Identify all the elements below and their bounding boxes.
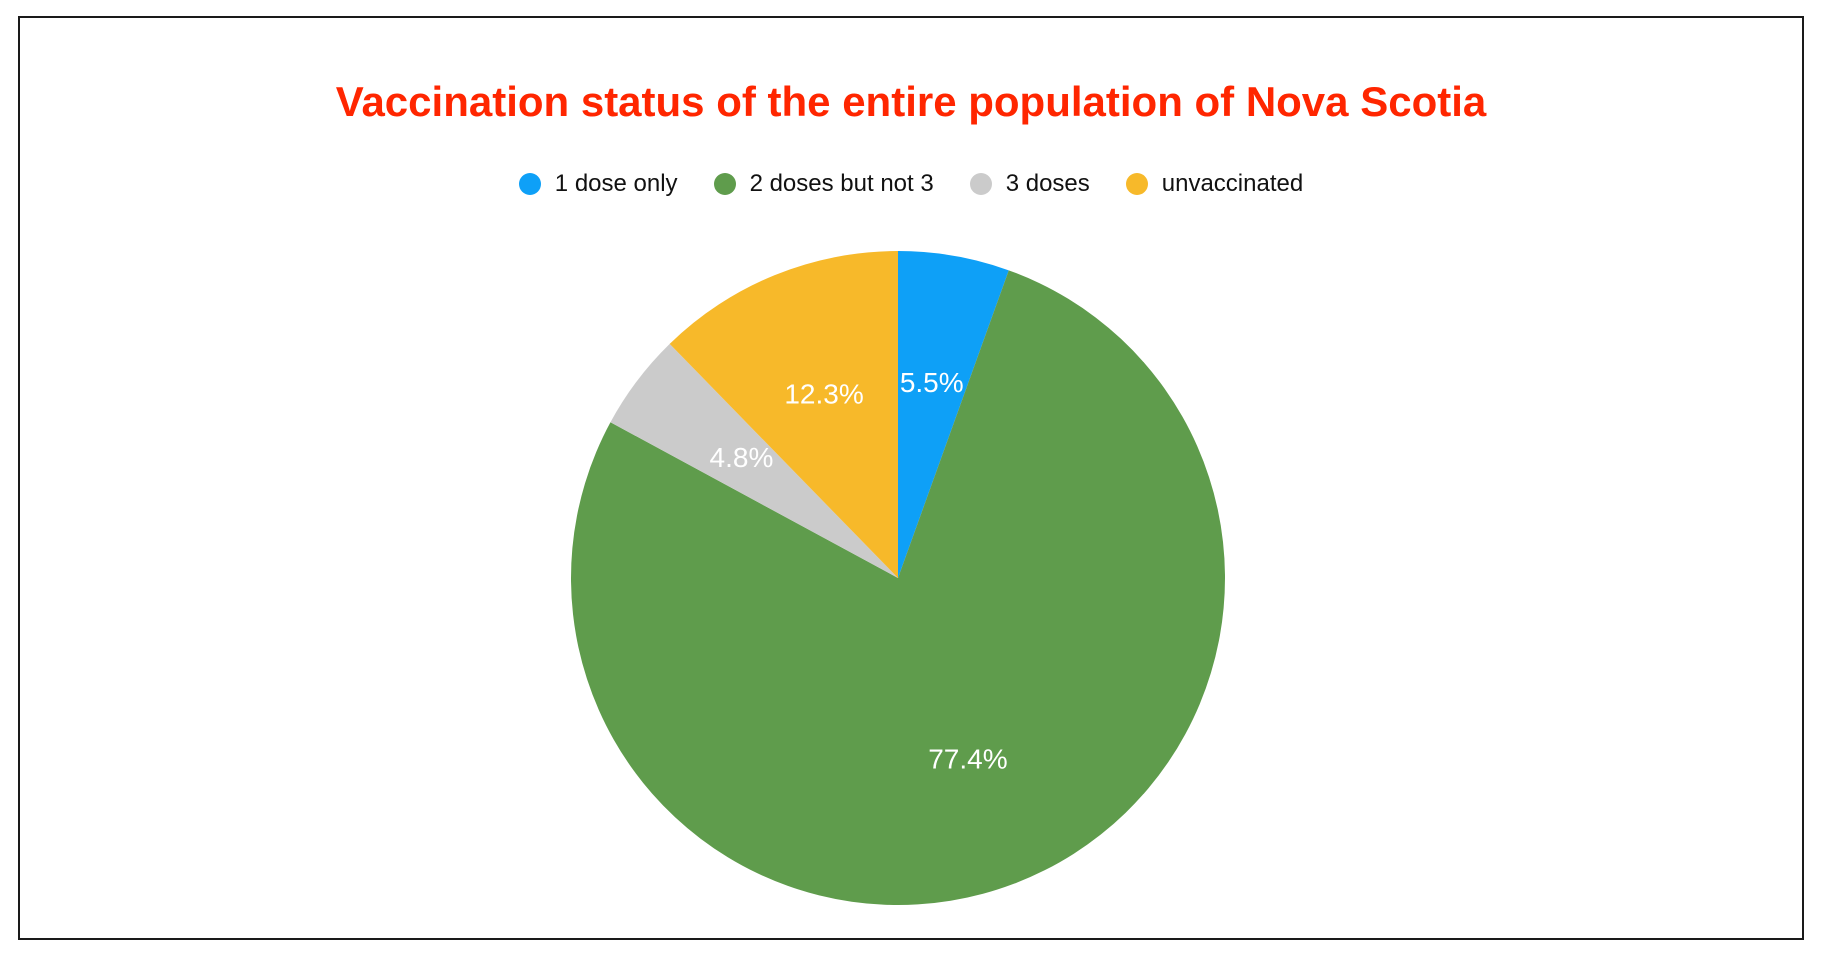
pie-slice-unvaccinated: [669, 251, 898, 578]
pie-slice-2-doses-but-not-3: [570, 270, 1226, 905]
legend-label-2-doses-but-not-3: 2 doses but not 3: [749, 170, 934, 197]
chart-frame: Vaccination status of the entire populat…: [18, 16, 1804, 940]
chart-legend: 1 dose only 2 doses but not 3 3 doses un…: [20, 170, 1802, 198]
legend-swatch-unvaccinated: [1125, 173, 1148, 195]
pie-slice-1-dose-only: [898, 251, 1009, 578]
legend-item-unvaccinated: unvaccinated: [1125, 170, 1304, 198]
legend-item-1-dose-only: 1 dose only: [518, 170, 678, 198]
legend-label-3-doses: 3 doses: [1005, 170, 1090, 197]
pie-slice-3-doses: [610, 343, 898, 578]
chart-title: Vaccination status of the entire populat…: [335, 78, 1487, 125]
slice-label-3-doses: 4.8%: [710, 442, 774, 473]
legend-swatch-1-dose-only: [518, 173, 541, 195]
pie-chart: 5.5% 77.4% 4.8% 12.3%: [570, 251, 1226, 905]
legend-item-3-doses: 3 doses: [969, 170, 1090, 198]
slice-label-2-doses-but-not-3: 77.4%: [928, 744, 1007, 775]
legend-label-unvaccinated: unvaccinated: [1161, 170, 1304, 197]
legend-label-1-dose-only: 1 dose only: [554, 170, 678, 197]
legend-swatch-3-doses: [969, 173, 992, 195]
legend-swatch-2-doses-but-not-3: [713, 173, 736, 195]
slice-label-unvaccinated: 12.3%: [784, 379, 863, 410]
slice-label-1-dose-only: 5.5%: [900, 367, 964, 398]
legend-item-2-doses-but-not-3: 2 doses but not 3: [713, 170, 934, 198]
